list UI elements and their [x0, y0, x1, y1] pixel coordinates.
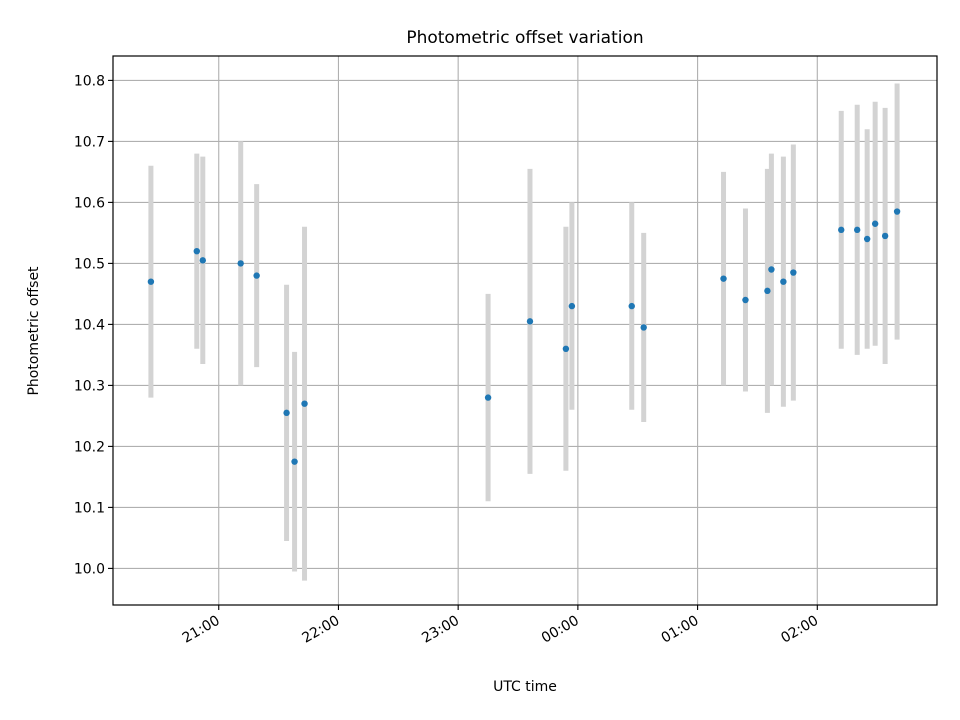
y-tick-label: 10.7 [74, 134, 105, 150]
data-point [764, 287, 771, 295]
data-point [237, 260, 244, 267]
y-tick-label: 10.0 [74, 561, 105, 577]
data-point [253, 272, 260, 279]
y-axis-ticks: 10.0 10.1 10.2 10.3 10.4 10.5 10.6 10.7 10.8 [74, 73, 113, 577]
data-point [526, 318, 534, 325]
data-point [893, 208, 901, 215]
y-tick-label: 10.2 [74, 439, 105, 455]
data-point [853, 226, 861, 234]
data-points [147, 208, 901, 465]
data-point [881, 232, 889, 240]
data-point [283, 409, 290, 417]
data-point [301, 400, 308, 407]
x-axis-label: UTC time [493, 679, 557, 695]
data-point [484, 394, 492, 401]
y-tick-label: 10.6 [74, 195, 105, 211]
data-point [742, 296, 749, 304]
data-point [871, 220, 879, 227]
y-tick-label: 10.4 [74, 317, 105, 333]
data-point [720, 275, 727, 282]
y-tick-label: 10.5 [74, 256, 105, 272]
y-tick-label: 10.3 [74, 378, 105, 394]
data-point [863, 235, 871, 243]
data-point [568, 302, 576, 310]
y-tick-label: 10.8 [74, 73, 105, 89]
y-axis-label: Photometric offset [26, 266, 42, 396]
data-point [193, 248, 200, 255]
data-point [768, 266, 775, 273]
data-point [838, 226, 845, 234]
data-point [640, 324, 647, 331]
grid [113, 56, 937, 605]
data-point [628, 302, 635, 310]
y-tick-label: 10.1 [74, 500, 105, 516]
chart-title: Photometric offset variation [406, 28, 643, 48]
data-point [291, 458, 298, 465]
data-point [147, 278, 155, 285]
data-point [790, 269, 797, 276]
data-point [780, 278, 787, 285]
plot-frame [112, 55, 938, 606]
data-point [562, 345, 570, 352]
data-point [199, 257, 206, 264]
